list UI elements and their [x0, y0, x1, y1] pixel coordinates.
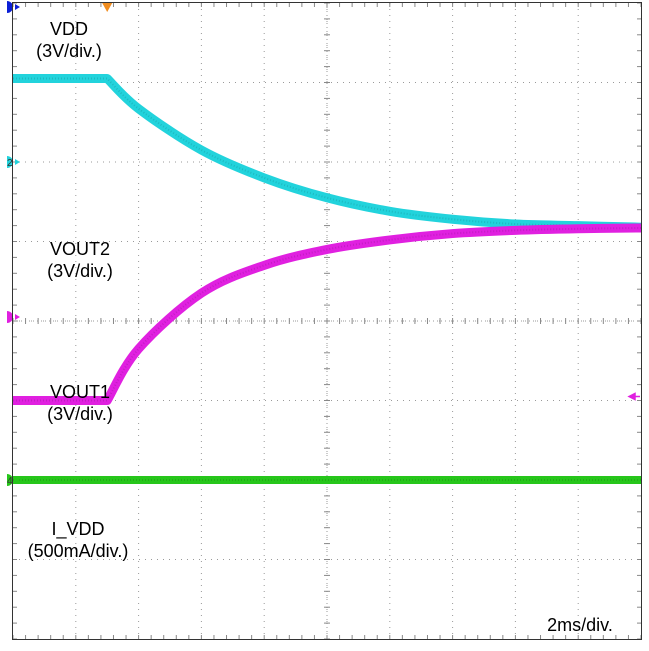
ground-arrow-ch2	[15, 159, 20, 165]
trace-texture-3	[13, 226, 642, 402]
ground-arrow-ch4	[15, 477, 20, 483]
trace-vout2	[13, 74, 642, 232]
ch3-level-marker	[627, 392, 640, 401]
ground-arrow-ch1	[15, 3, 20, 10]
vdd-scale: (3V/div.)	[36, 41, 102, 61]
vout1-label: VOUT1 (3V/div.)	[30, 381, 130, 425]
ch2-ground-marker-label: 2	[7, 158, 13, 169]
vout2-name: VOUT2	[49, 239, 110, 259]
ground-marker-ch4	[7, 474, 13, 486]
trigger-marker	[102, 3, 113, 12]
vout1-scale: (3V/div.)	[47, 404, 113, 424]
vout1-name: VOUT1	[49, 382, 110, 402]
timebase-label: 2ms/div.	[547, 615, 613, 635]
ground-marker-ch2	[7, 156, 13, 168]
vout2-scale: (3V/div.)	[47, 261, 113, 281]
ground-arrow-ch3	[15, 314, 20, 321]
ivdd-scale: (500mA/div.)	[27, 541, 129, 561]
ch4-ground-marker-label: 4	[7, 476, 13, 487]
vdd-label: VDD (3V/div.)	[30, 18, 108, 62]
vout2-label: VOUT2 (3V/div.)	[30, 238, 130, 282]
channel-markers: 2 4	[7, 0, 640, 487]
ground-marker-ch3	[7, 311, 13, 324]
traces	[13, 74, 642, 484]
ivdd-name: I_VDD	[51, 519, 105, 539]
trace-vout1	[13, 223, 642, 405]
trace-texture-2	[13, 77, 642, 229]
ground-marker-ch1	[7, 0, 13, 13]
ivdd-label: I_VDD (500mA/div.)	[8, 518, 148, 562]
vdd-name: VDD	[49, 19, 88, 39]
plot-frame	[12, 2, 642, 640]
